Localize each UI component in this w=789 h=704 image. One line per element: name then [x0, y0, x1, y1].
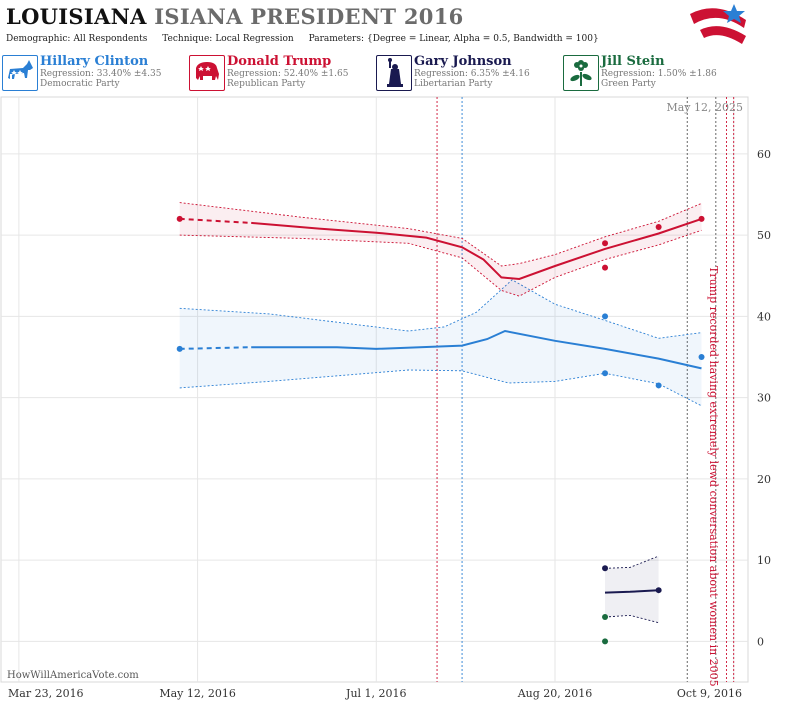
donkey-icon: [2, 55, 38, 91]
y-tick-label: 0: [757, 635, 764, 648]
trend-line-donald-trump: [251, 217, 702, 281]
chart-header: LOUISIANA ISIANA PRESIDENT 2016 Demograp…: [0, 0, 789, 95]
band-upper-gary-johnson: [604, 555, 659, 569]
poll-point-jill-stein: [602, 614, 609, 620]
candidate-regression: Regression: 33.40% ±4.35: [40, 69, 162, 79]
candidate-regression: Regression: 1.50% ±1.86: [601, 69, 717, 79]
event-annotation: Trump recorded having extremely lewd con…: [707, 266, 720, 687]
candidate-regression: Regression: 6.35% ±4.16: [414, 69, 530, 79]
poll-point-donald-trump: [698, 215, 705, 222]
poll-point-hillary-clinton: [655, 382, 662, 389]
y-tick-label: 60: [757, 148, 771, 161]
band-lower-donald-trump: [179, 229, 702, 297]
current-date-label: May 12, 2025: [666, 101, 743, 114]
poll-point-hillary-clinton: [698, 354, 705, 360]
y-tick-label: 10: [757, 554, 771, 567]
band-upper-donald-trump: [179, 202, 702, 267]
candidate-name: Jill Stein: [601, 54, 665, 69]
candidate-party: Green Party: [601, 79, 656, 89]
y-tick-label: 50: [757, 229, 771, 242]
candidate-card-clinton[interactable]: Hillary Clinton Regression: 33.40% ±4.35…: [2, 55, 184, 91]
candidate-party: Republican Party: [227, 79, 306, 89]
parameters-line: Demographic: All Respondents Technique: Lo…: [6, 34, 611, 44]
candidate-party: Democratic Party: [40, 79, 120, 89]
poll-point-jill-stein: [602, 638, 609, 645]
candidate-name: Hillary Clinton: [40, 54, 149, 69]
x-tick-label: Oct 9, 2016: [677, 687, 742, 700]
chart-axes: 0 10 20 30 40 50 60 Mar 23, 2016 May 12, 2016 Jul…: [8, 148, 771, 700]
y-tick-label: 40: [757, 310, 771, 323]
candidate-name: Donald Trump: [227, 54, 332, 69]
watermark: HowWillAmericaVote.com: [7, 670, 139, 681]
statue-of-liberty-icon: [376, 55, 412, 91]
poll-point-donald-trump: [602, 240, 609, 247]
candidate-card-stein[interactable]: Jill Stein Regression: 1.50% ±1.86 Green…: [563, 55, 745, 91]
x-tick-label: Jul 1, 2016: [345, 687, 407, 700]
candidate-party: Libertarian Party: [414, 79, 493, 89]
technique-label: Technique:: [162, 34, 213, 44]
confidence-bands: [179, 202, 702, 624]
poll-point-donald-trump: [655, 224, 662, 230]
plot-area: [0, 96, 749, 683]
page-title: LOUISIANA ISIANA PRESIDENT 2016: [6, 4, 464, 29]
poll-point-donald-trump: [602, 264, 609, 271]
title-rest: ISIANA PRESIDENT 2016: [154, 4, 464, 29]
flower-icon: [563, 55, 599, 91]
poll-point-donald-trump: [176, 215, 183, 222]
trend-lead-donald-trump: [179, 217, 252, 224]
poll-point-hillary-clinton: [602, 370, 609, 377]
trend-line-gary-johnson: [604, 589, 659, 594]
trend-lines: [179, 217, 702, 594]
poll-point-gary-johnson: [655, 587, 662, 594]
y-tick-label: 20: [757, 473, 771, 486]
x-tick-label: May 12, 2016: [159, 687, 236, 700]
trend-line-hillary-clinton: [251, 329, 702, 370]
poll-points: [176, 215, 705, 645]
band-gary-johnson: [605, 556, 659, 623]
band-hillary-clinton: [179, 279, 702, 406]
candidate-name: Gary Johnson: [414, 54, 512, 69]
event-lines: [436, 97, 735, 682]
elephant-icon: [189, 55, 225, 91]
flag-logo-icon: [690, 4, 746, 44]
band-lower-hillary-clinton: [179, 369, 702, 407]
trend-lead-hillary-clinton: [179, 346, 252, 350]
candidate-card-johnson[interactable]: Gary Johnson Regression: 6.35% ±4.16 Lib…: [376, 55, 558, 91]
band-upper-hillary-clinton: [179, 279, 702, 339]
demographic-value: All Respondents: [73, 34, 148, 44]
y-tick-label: 30: [757, 392, 771, 405]
parameters-value: {Degree = Linear, Alpha = 0.5, Bandwidth…: [367, 34, 599, 44]
demographic-label: Demographic:: [6, 34, 71, 44]
technique-value: Local Regression: [215, 34, 294, 44]
candidate-regression: Regression: 52.40% ±1.65: [227, 69, 349, 79]
x-tick-label: Mar 23, 2016: [8, 687, 84, 700]
chart-gridlines: [0, 96, 749, 683]
parameters-label: Parameters:: [308, 34, 365, 44]
x-tick-label: Aug 20, 2016: [517, 687, 593, 700]
band-donald-trump: [179, 202, 702, 297]
poll-point-gary-johnson: [602, 565, 609, 572]
poll-point-hillary-clinton: [602, 313, 609, 320]
band-lower-gary-johnson: [604, 614, 659, 624]
poll-point-hillary-clinton: [176, 345, 183, 352]
title-state: LOUISIANA: [6, 4, 147, 29]
candidate-card-trump[interactable]: Donald Trump Regression: 52.40% ±1.65 Re…: [189, 55, 371, 91]
